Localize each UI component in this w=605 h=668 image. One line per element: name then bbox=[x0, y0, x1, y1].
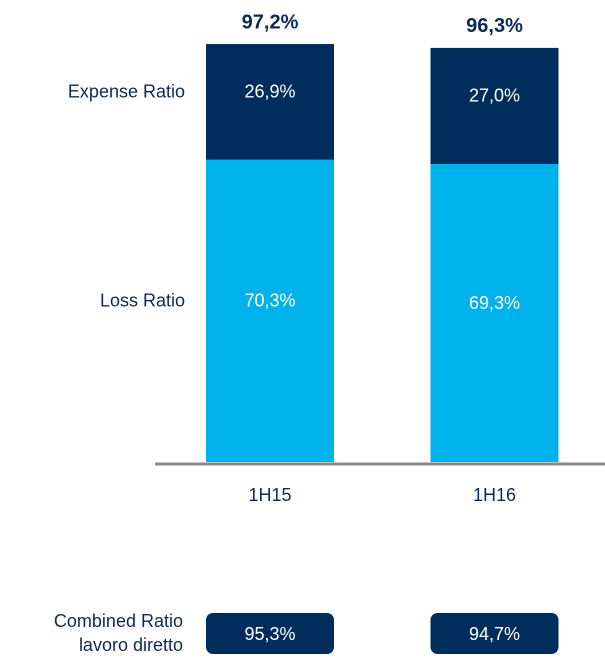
value-label: 69,3% bbox=[469, 293, 520, 313]
series-label: Loss Ratio bbox=[100, 291, 185, 311]
combined-box bbox=[206, 613, 334, 654]
series-label: Expense Ratio bbox=[68, 82, 185, 102]
total-label: 96,3% bbox=[466, 15, 523, 37]
combined-label: Combined Ratio bbox=[54, 611, 183, 631]
combined-value: 94,7% bbox=[469, 624, 520, 644]
combined-box bbox=[430, 613, 559, 654]
bar-segment bbox=[206, 159, 334, 462]
total-label: 97,2% bbox=[242, 11, 299, 33]
bar-segment bbox=[430, 164, 559, 462]
x-tick-label: 1H16 bbox=[473, 485, 516, 505]
combined-value: 95,3% bbox=[244, 624, 295, 644]
combined-label: lavoro diretto bbox=[79, 635, 183, 655]
value-label: 26,9% bbox=[244, 82, 295, 102]
x-tick-label: 1H15 bbox=[248, 485, 291, 505]
bar-segment bbox=[206, 44, 334, 160]
bar-segment bbox=[430, 47, 559, 165]
value-label: 27,0% bbox=[469, 86, 520, 106]
value-label: 70,3% bbox=[244, 291, 295, 311]
